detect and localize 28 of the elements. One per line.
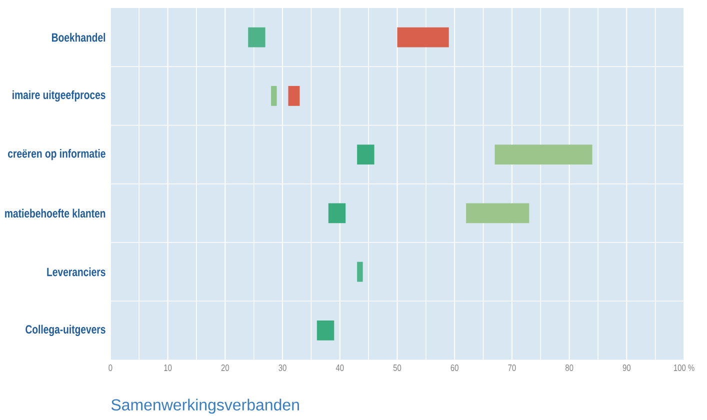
bar xyxy=(271,86,277,106)
bar xyxy=(328,203,346,224)
x-tick-label: 20 xyxy=(221,364,230,372)
y-tick-label: creëren op informatie xyxy=(8,149,106,160)
y-tick-label: Boekhandel xyxy=(52,33,106,42)
bar xyxy=(357,262,363,282)
text: Samenwerkingsverbanden xyxy=(111,398,299,414)
bar xyxy=(288,86,300,106)
y-tick-label: Leveranciers xyxy=(47,268,106,276)
x-tick-label: 70 xyxy=(508,364,516,372)
x-tick-label: 0 xyxy=(108,364,112,372)
x-tick-label: 10 xyxy=(164,364,172,372)
x-tick-label: 100 % xyxy=(674,364,694,372)
y-tick-label: matiebehoefte klanten xyxy=(5,208,106,218)
y-tick-label: imaire uitgeefproces xyxy=(12,90,106,102)
bar xyxy=(316,320,334,341)
x-tick-label: 90 xyxy=(622,364,631,372)
bar xyxy=(248,28,266,48)
x-tick-label: 40 xyxy=(336,364,344,372)
bar xyxy=(494,144,592,165)
x-tick-label: 50 xyxy=(393,364,402,372)
bar xyxy=(357,144,374,165)
x-tick-label: 80 xyxy=(565,364,574,372)
bar xyxy=(466,203,530,224)
x-tick-label: 30 xyxy=(278,364,286,372)
bar xyxy=(397,28,449,48)
y-tick-label: Collega-uitgevers xyxy=(26,324,106,336)
x-tick-label: 60 xyxy=(450,364,458,372)
